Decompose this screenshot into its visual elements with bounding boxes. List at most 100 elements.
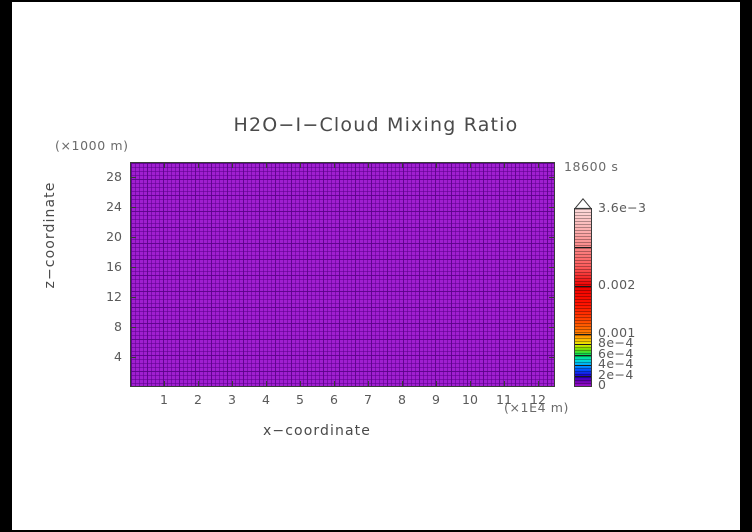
y-tick-mark — [130, 267, 136, 268]
y-axis-title: z−coordinate — [42, 181, 58, 289]
x-tick-mark — [334, 381, 335, 387]
heatmap-field — [131, 163, 554, 386]
x-tick-label: 8 — [398, 392, 406, 407]
colorbar-band-divider — [575, 359, 591, 360]
colorbar-tick-label: 3.6e−3 — [598, 200, 647, 215]
colorbar-band-divider — [575, 263, 591, 264]
x-tick-mark — [164, 381, 165, 387]
colorbar-band-divider — [575, 278, 591, 279]
colorbar-band-divider — [575, 239, 591, 240]
x-tick-mark-top — [402, 162, 403, 168]
colorbar-band-divider — [575, 332, 591, 333]
colorbar-band-divider — [575, 362, 591, 363]
colorbar-segment — [575, 333, 591, 339]
colorbar-band-divider — [575, 215, 591, 216]
figure-canvas: H2O−I−Cloud Mixing Ratio (×1000 m) z−coo… — [12, 2, 740, 530]
y-tick-mark — [130, 357, 136, 358]
y-tick-mark — [130, 327, 136, 328]
colorbar-segment — [575, 380, 591, 386]
x-axis-unit-label: (×1E4 m) — [504, 400, 569, 415]
colorbar-tick-label: 0.001 — [598, 324, 636, 340]
colorbar-band-divider — [575, 266, 591, 267]
colorbar-band-divider — [575, 329, 591, 330]
y-tick-mark-right — [549, 237, 555, 238]
colorbar-band-divider — [575, 320, 591, 321]
colorbar-band-divider — [575, 371, 591, 372]
colorbar-band-divider — [575, 338, 591, 339]
y-tick-mark-right — [549, 327, 555, 328]
colorbar-segment — [575, 209, 591, 229]
colorbar-band-divider — [575, 368, 591, 369]
colorbar-segment — [575, 344, 591, 350]
colorbar-band-divider — [575, 227, 591, 228]
colorbar-band-divider — [575, 314, 591, 315]
x-axis-title: x−coordinate — [263, 423, 371, 439]
colorbar-band-divider — [575, 251, 591, 252]
colorbar-major-divider — [575, 285, 591, 287]
x-tick-label: 10 — [462, 392, 478, 407]
y-tick-label: 4 — [114, 349, 122, 364]
colorbar-major-divider — [575, 247, 591, 249]
colorbar-band-divider — [575, 290, 591, 291]
x-tick-mark-top — [334, 162, 335, 168]
colorbar[interactable]: 3.6e−3 0.002 0.001 8e−4 6e−4 4e−4 2e−4 0 — [574, 198, 724, 398]
x-tick-label: 7 — [364, 392, 372, 407]
y-tick-label: 28 — [106, 169, 122, 184]
y-tick-mark-right — [549, 357, 555, 358]
colorbar-segment — [575, 285, 591, 305]
x-tick-label: 6 — [330, 392, 338, 407]
y-tick-mark-right — [549, 297, 555, 298]
colorbar-band-divider — [575, 224, 591, 225]
y-axis-unit-label: (×1000 m) — [55, 138, 129, 153]
colorbar-band-divider — [575, 242, 591, 243]
colorbar-band-divider — [575, 281, 591, 282]
plot-area[interactable] — [130, 162, 555, 387]
x-tick-mark-top — [368, 162, 369, 168]
colorbar-band-divider — [575, 323, 591, 324]
colorbar-tick-label: 8e−4 — [598, 335, 634, 351]
colorbar-band-divider — [575, 254, 591, 255]
timestamp-label: 18600 s — [564, 159, 619, 174]
x-tick-mark-top — [436, 162, 437, 168]
colorbar-segment — [575, 339, 591, 345]
colorbar-segment — [575, 304, 591, 320]
colorbar-band-divider — [575, 335, 591, 336]
colorbar-band-divider — [575, 284, 591, 285]
x-tick-label: 12 — [530, 392, 546, 407]
page-title: H2O−I−Cloud Mixing Ratio — [233, 114, 519, 136]
colorbar-band-divider — [575, 305, 591, 306]
x-tick-mark-top — [300, 162, 301, 168]
colorbar-band-divider — [575, 296, 591, 297]
x-tick-mark — [402, 381, 403, 387]
colorbar-segment — [575, 228, 591, 248]
colorbar-tick-label: 0.002 — [598, 276, 636, 292]
x-tick-label: 9 — [432, 392, 440, 407]
y-tick-label: 20 — [106, 229, 122, 244]
colorbar-band-divider — [575, 233, 591, 234]
colorbar-band-divider — [575, 356, 591, 357]
colorbar-segment — [575, 349, 591, 355]
colorbar-band-divider — [575, 236, 591, 237]
colorbar-band-divider — [575, 275, 591, 276]
x-tick-label: 3 — [228, 392, 236, 407]
y-tick-mark-right — [549, 207, 555, 208]
x-tick-mark-top — [198, 162, 199, 168]
y-tick-label: 16 — [106, 259, 122, 274]
x-tick-mark — [436, 381, 437, 387]
x-tick-mark-top — [164, 162, 165, 168]
x-tick-mark — [300, 381, 301, 387]
colorbar-band-divider — [575, 311, 591, 312]
colorbar-major-divider — [575, 344, 591, 346]
colorbar-band-divider — [575, 218, 591, 219]
colorbar-band-divider — [575, 377, 591, 378]
y-tick-label: 8 — [114, 319, 122, 334]
colorbar-segment — [575, 359, 591, 366]
y-tick-label: 12 — [106, 289, 122, 304]
colorbar-band-divider — [575, 383, 591, 384]
x-tick-mark — [504, 381, 505, 387]
x-tick-mark — [538, 381, 539, 387]
x-tick-mark — [232, 381, 233, 387]
colorbar-band-divider — [575, 260, 591, 261]
colorbar-gradient — [574, 208, 592, 387]
